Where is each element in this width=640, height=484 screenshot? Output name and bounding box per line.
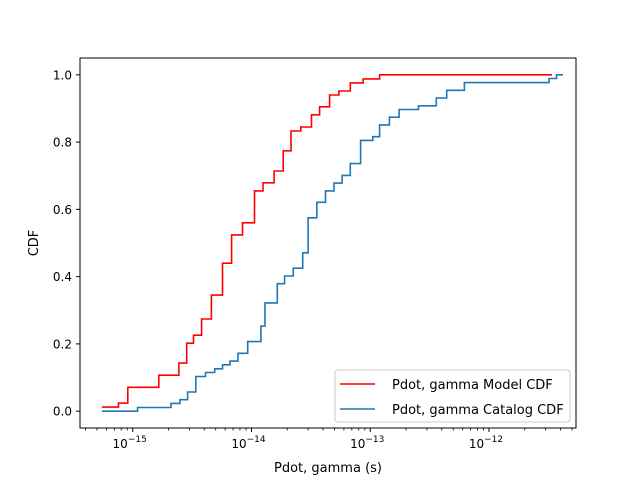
y-tick-label: 0.2: [53, 337, 72, 351]
plot-frame: [79, 57, 577, 429]
legend-label-model: Pdot, gamma Model CDF: [392, 378, 553, 393]
y-tick-label: 0.0: [53, 405, 72, 419]
y-tick-label: 0.4: [53, 270, 72, 284]
y-axis-ticks: 0.0 0.2 0.4 0.6 0.8 1.0: [53, 68, 80, 419]
legend-box: [334, 369, 571, 423]
y-tick-label: 1.0: [53, 68, 72, 82]
x-axis-label: Pdot, gamma (s): [274, 461, 382, 476]
y-tick-label: 0.6: [53, 203, 72, 217]
x-tick-exponent: −13: [365, 435, 384, 445]
x-tick-exponent: −12: [484, 435, 503, 445]
x-tick-exponent: −14: [247, 435, 266, 445]
series-layer: [101, 74, 563, 412]
x-tick-exponent: −15: [128, 435, 147, 445]
legend-label-catalog: Pdot, gamma Catalog CDF: [392, 403, 564, 418]
y-axis-label: CDF: [27, 230, 42, 257]
series-line-model: [101, 74, 553, 408]
y-tick-label: 0.8: [53, 136, 72, 150]
series-line-catalog: [101, 74, 563, 412]
legend: Pdot, gamma Model CDF Pdot, gamma Catalo…: [334, 369, 571, 423]
